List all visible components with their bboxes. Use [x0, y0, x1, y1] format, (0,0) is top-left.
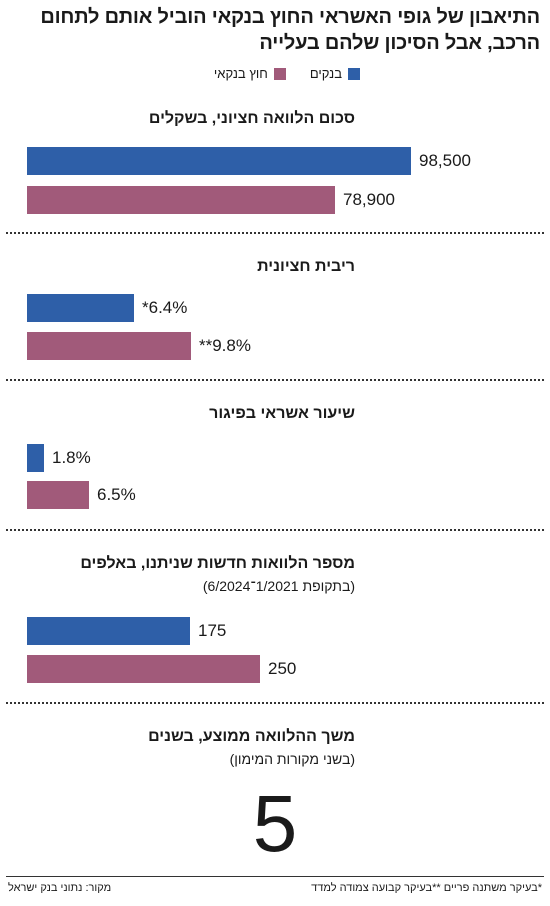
bar-label-banks-median-interest: *6.4% — [142, 298, 188, 317]
legend-swatch-banks — [348, 67, 360, 80]
section-subtitle-new-loans: (בתקופת 1/2021־6/2024) — [202, 578, 355, 594]
chart-title: התיאבון של גופי האשראי החוץ בנקאי הוביל … — [40, 6, 540, 54]
bar-banks-new-loans — [27, 617, 190, 645]
footer-rule — [6, 876, 544, 877]
bar-nonbank-new-loans — [27, 655, 260, 683]
divider — [6, 232, 544, 234]
bar-nonbank-median-interest — [27, 332, 191, 360]
section-title-arrears-rate: שיעור אשראי בפיגור — [209, 405, 355, 422]
bar-banks-arrears-rate — [27, 444, 44, 472]
bar-label-banks-new-loans: 175 — [198, 621, 227, 640]
source-credit: מקור: נתוני בנק ישראל — [8, 882, 112, 894]
section-title-new-loans: מספר הלוואות חדשות שניתנו, באלפים — [80, 555, 355, 572]
legend-label-banks: בנקים — [309, 66, 342, 81]
bar-label-banks-median-loan: 98,500 — [419, 151, 471, 170]
legend: בנקים חוץ בנקאי — [214, 66, 360, 81]
section-subtitle-loan-duration: (בשני מקורות המימון) — [229, 751, 355, 767]
legend-label-nonbank: חוץ בנקאי — [213, 66, 268, 81]
legend-item-nonbank: חוץ בנקאי — [214, 66, 286, 81]
bar-label-nonbank-new-loans: 250 — [268, 659, 297, 678]
footnote: *בעיקר משתנה פריים **בעיקר קבועה צמודה ל… — [311, 882, 542, 894]
bar-nonbank-median-loan — [27, 186, 335, 214]
bar-label-nonbank-arrears-rate: 6.5% — [97, 485, 136, 504]
divider — [6, 702, 544, 704]
divider — [6, 529, 544, 531]
bar-nonbank-arrears-rate — [27, 481, 89, 509]
bar-banks-median-interest — [27, 294, 134, 322]
loan-duration-value: 5 — [252, 779, 298, 868]
bar-label-nonbank-median-interest: **9.8% — [199, 336, 251, 355]
section-title-median-interest: ריבית חציונית — [257, 258, 355, 275]
section-title-median-loan: סכום הלוואה חציוני, בשקלים — [148, 110, 355, 127]
bar-banks-median-loan — [27, 147, 411, 175]
bar-label-banks-arrears-rate: 1.8% — [52, 448, 91, 467]
bar-label-nonbank-median-loan: 78,900 — [343, 190, 395, 209]
section-title-loan-duration: משך ההלוואה ממוצע, בשנים — [148, 728, 355, 745]
divider — [6, 379, 544, 381]
legend-item-banks: בנקים — [310, 66, 360, 81]
legend-swatch-nonbank — [273, 67, 286, 80]
